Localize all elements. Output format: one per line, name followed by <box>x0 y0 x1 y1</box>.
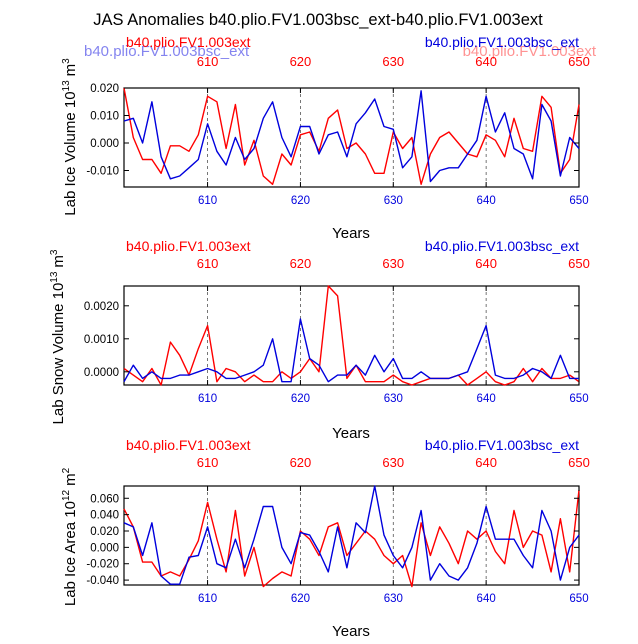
legend-right: b40.plio.FV1.003bsc_ext <box>425 34 579 50</box>
legend-left: b40.plio.FV1.003ext <box>126 437 251 453</box>
panel-ice-volume: b40.plio.FV1.003ext b40.plio.FV1.003bsc_… <box>61 34 590 242</box>
series-line <box>123 90 580 183</box>
series-line <box>123 318 579 383</box>
y-axis-label-exp: 13 <box>49 271 60 283</box>
legend-right: b40.plio.FV1.003bsc_ext <box>425 238 579 254</box>
y-axis-label-exp: 12 <box>61 489 72 501</box>
x-tick-label-top: 610 <box>197 455 219 470</box>
y-axis-label: Lab Ice Volume 1013 m3 <box>61 58 79 216</box>
x-tick-label: 630 <box>384 393 403 405</box>
x-tick-label-top: 640 <box>475 54 497 69</box>
x-tick-label: 610 <box>198 393 217 405</box>
x-tick-label-top: 620 <box>290 256 312 271</box>
y-tick-label: 0.020 <box>90 83 119 95</box>
x-axis-label: Years <box>332 225 370 242</box>
y-axis-label-unit-exp: 2 <box>61 467 72 473</box>
series-line <box>123 490 580 588</box>
x-tick-label: 640 <box>477 393 496 405</box>
series-line <box>123 485 580 585</box>
page-title: JAS Anomalies b40.plio.FV1.003bsc_ext-b4… <box>93 11 543 29</box>
panel-ice-area: b40.plio.FV1.003ext b40.plio.FV1.003bsc_… <box>61 437 590 640</box>
x-tick-label-top: 630 <box>382 455 404 470</box>
x-tick-label: 610 <box>198 195 217 207</box>
ghost-legend-right: b40.plio.FV1.003ext <box>463 43 597 60</box>
y-axis-label-unit-exp: 3 <box>61 58 72 64</box>
y-axis-label-main: Lab Ice Area 10 <box>62 501 79 606</box>
x-tick-label-top: 650 <box>568 256 590 271</box>
y-tick-label: 0.0010 <box>84 334 119 346</box>
y-tick-label: 0.060 <box>90 493 119 505</box>
y-tick-label: 0.000 <box>90 138 119 150</box>
plot-frame <box>123 485 580 586</box>
y-axis-label-main: Lab Snow Volume 10 <box>50 283 67 425</box>
plot-frame <box>123 285 580 386</box>
y-axis-label-exp: 13 <box>61 80 72 92</box>
ghost-legend-left: b40.plio.FV1.003bsc_ext <box>84 43 250 60</box>
x-tick-label-top: 650 <box>568 54 590 69</box>
y-axis-label: Lab Ice Area 1012 m2 <box>61 467 79 606</box>
y-tick-label: 0.0000 <box>84 367 119 379</box>
x-tick-label: 620 <box>291 593 310 605</box>
x-tick-label-top: 630 <box>382 256 404 271</box>
legend-left: b40.plio.FV1.003ext <box>126 34 251 50</box>
y-tick-label: -0.020 <box>86 559 119 571</box>
x-tick-label-top: 630 <box>382 54 404 69</box>
x-tick-label-top: 620 <box>290 54 312 69</box>
x-tick-label: 610 <box>198 593 217 605</box>
x-tick-label: 650 <box>569 393 588 405</box>
x-tick-label-top: 640 <box>475 455 497 470</box>
y-tick-label: 0.000 <box>90 542 119 554</box>
y-tick-label: 0.020 <box>90 526 119 538</box>
x-tick-label-top: 610 <box>197 54 219 69</box>
plot-frame <box>123 87 580 188</box>
panel-snow-volume: b40.plio.FV1.003ext b40.plio.FV1.003bsc_… <box>49 238 590 442</box>
y-tick-label: 0.040 <box>90 510 119 522</box>
legend-right: b40.plio.FV1.003bsc_ext <box>425 437 579 453</box>
y-tick-label: -0.040 <box>86 575 119 587</box>
x-tick-label: 620 <box>291 195 310 207</box>
x-tick-label: 640 <box>477 593 496 605</box>
x-tick-label: 650 <box>569 593 588 605</box>
y-axis-label-unit: m <box>62 473 79 486</box>
x-tick-label: 640 <box>477 195 496 207</box>
x-axis-label: Years <box>332 623 370 639</box>
series-line <box>123 285 580 386</box>
x-tick-label-top: 620 <box>290 455 312 470</box>
x-tick-label-top: 610 <box>197 256 219 271</box>
x-tick-label-top: 650 <box>568 455 590 470</box>
legend-left: b40.plio.FV1.003ext <box>126 238 251 254</box>
y-tick-label: 0.0020 <box>84 301 119 313</box>
y-axis-label-main: Lab Ice Volume 10 <box>62 91 79 215</box>
x-tick-label-top: 640 <box>475 256 497 271</box>
y-tick-label: 0.010 <box>90 111 119 123</box>
x-tick-label: 630 <box>384 593 403 605</box>
y-axis-label-unit-exp: 3 <box>49 249 60 255</box>
y-axis-label-unit: m <box>50 255 67 268</box>
x-tick-label: 630 <box>384 195 403 207</box>
y-axis-label-unit: m <box>62 64 79 77</box>
x-axis-label: Years <box>332 425 370 442</box>
y-tick-label: -0.010 <box>86 166 119 178</box>
y-axis-label: Lab Snow Volume 1013 m3 <box>49 249 67 424</box>
series-line <box>123 87 580 186</box>
x-tick-label: 650 <box>569 195 588 207</box>
x-tick-label: 620 <box>291 393 310 405</box>
